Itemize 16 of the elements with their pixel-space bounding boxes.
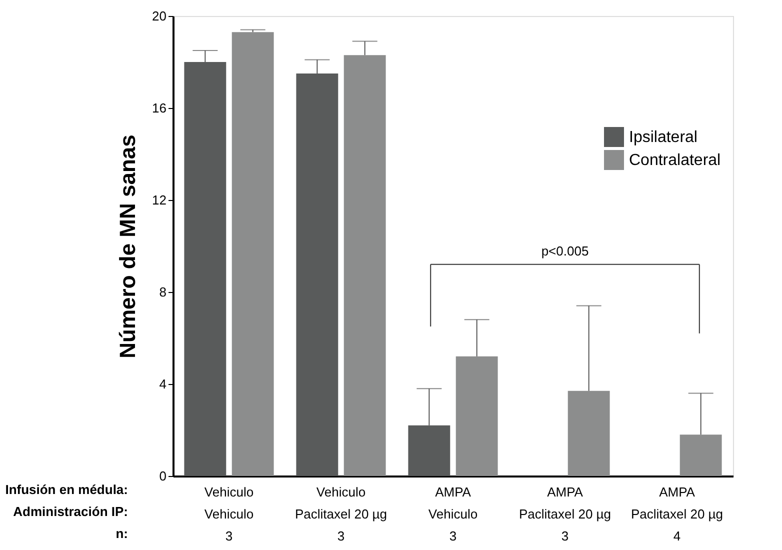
y-axis-title: Número de MN sanas	[115, 134, 140, 358]
x-tick-label: Vehiculo Vehiculo 3	[204, 484, 254, 544]
y-tick-label: 16	[152, 100, 166, 116]
x-tick-label: AMPA Vehiculo 3	[428, 484, 478, 544]
legend-label: Contralateral	[629, 152, 721, 169]
x-tick-label: AMPA Paclitaxel 20 µg 4	[630, 484, 724, 544]
y-tick-label: 12	[152, 192, 166, 208]
x-tick-label: AMPA Paclitaxel 20 µg 3	[518, 484, 612, 544]
legend-label: Ipsilateral	[629, 129, 698, 146]
y-tick-label: 8	[159, 284, 166, 300]
y-tick-label: 4	[159, 376, 166, 392]
x-tick-label: Vehiculo Paclitaxel 20 µg 3	[294, 484, 388, 544]
annotation: p<0.005	[541, 243, 589, 258]
y-tick-label: 20	[152, 8, 166, 24]
y-tick-label: 0	[159, 468, 166, 484]
x-axis-title: Infusión en médula: Administración IP: n:	[5, 482, 128, 541]
